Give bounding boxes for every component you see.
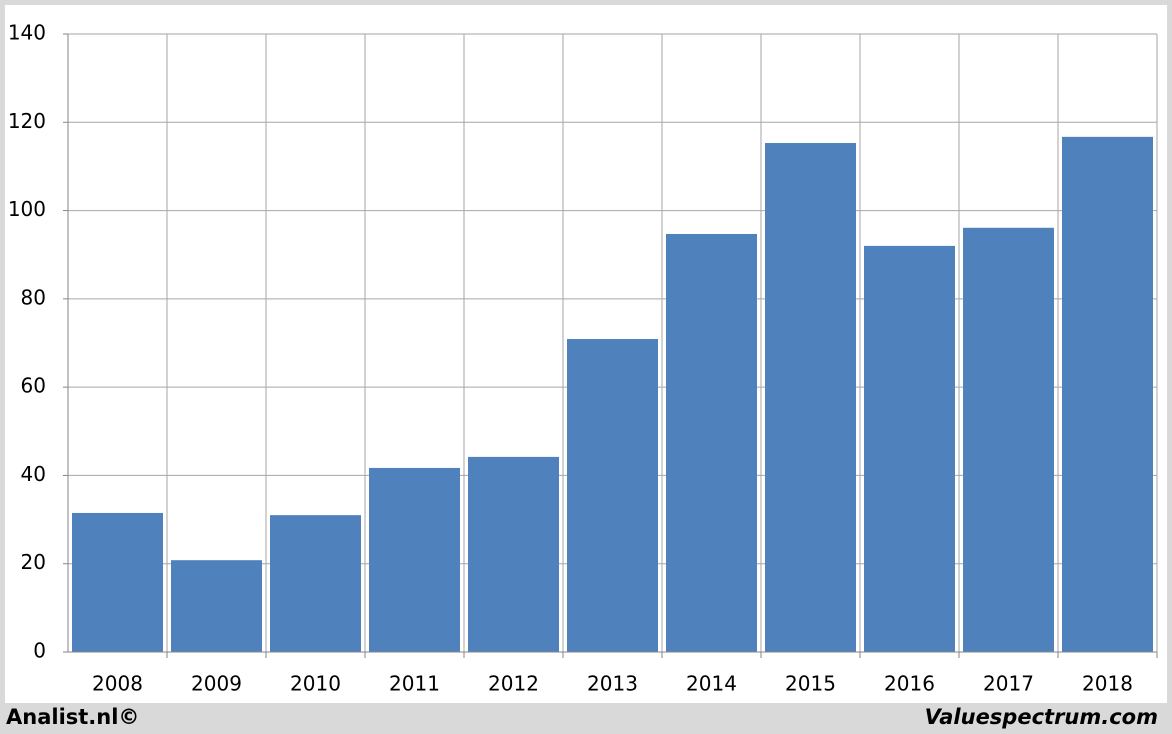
x-tick-label: 2010	[290, 672, 341, 696]
y-tick-label: 80	[21, 285, 46, 309]
bar	[72, 512, 163, 652]
bar	[468, 456, 559, 652]
y-tick-label: 60	[21, 374, 46, 398]
y-tick-label: 0	[33, 639, 46, 663]
y-tick-label: 20	[21, 550, 46, 574]
bar	[270, 515, 361, 652]
x-tick-label: 2015	[785, 672, 836, 696]
x-tick-label: 2017	[983, 672, 1034, 696]
x-tick-label: 2008	[92, 672, 143, 696]
x-tick-label: 2016	[884, 672, 935, 696]
x-tick-label: 2013	[587, 672, 638, 696]
bar	[864, 245, 955, 652]
x-tick-label: 2018	[1082, 672, 1133, 696]
x-tick-label: 2009	[191, 672, 242, 696]
bar	[765, 143, 856, 653]
y-tick-label: 40	[21, 462, 46, 486]
y-tick-label: 100	[8, 197, 46, 221]
y-tick-label: 140	[8, 21, 46, 45]
bar	[369, 467, 460, 652]
footer-left: Analist.nl©	[6, 705, 139, 729]
x-tick-label: 2012	[488, 672, 539, 696]
bar	[963, 227, 1054, 652]
bar	[1062, 136, 1153, 653]
bar	[171, 560, 262, 652]
x-tick-label: 2011	[389, 672, 440, 696]
footer-right: Valuespectrum.com	[925, 705, 1158, 729]
bar	[666, 233, 757, 652]
x-tick-label: 2014	[686, 672, 737, 696]
bar	[567, 339, 658, 652]
y-tick-label: 120	[8, 109, 46, 133]
